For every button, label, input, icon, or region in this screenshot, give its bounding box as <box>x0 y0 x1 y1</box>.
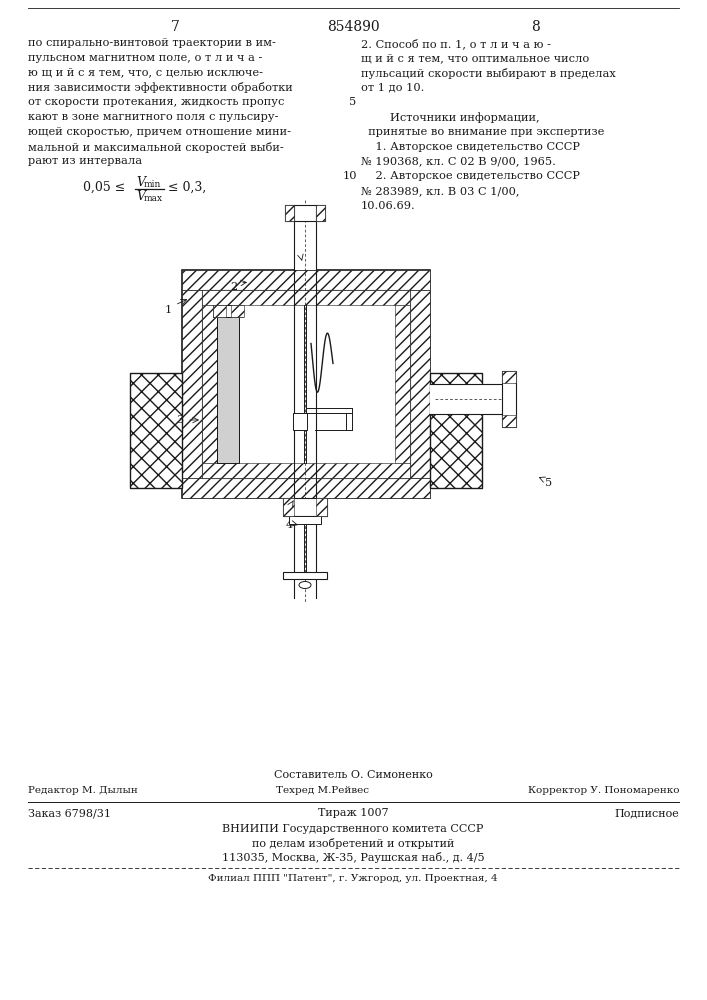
Bar <box>283 498 294 516</box>
Text: Филиал ППП "Патент", г. Ужгород, ул. Проектная, 4: Филиал ППП "Патент", г. Ужгород, ул. Про… <box>208 874 498 883</box>
Text: кают в зоне магнитного поля с пульсиру-: кают в зоне магнитного поля с пульсиру- <box>28 112 279 122</box>
Text: Корректор У. Пономаренко: Корректор У. Пономаренко <box>527 786 679 795</box>
Bar <box>213 305 243 317</box>
Text: пульсаций скорости выбирают в пределах: пульсаций скорости выбирают в пределах <box>361 68 616 79</box>
Text: 1: 1 <box>165 305 172 315</box>
Bar <box>294 221 316 270</box>
Text: 2. Авторское свидетельство СССР: 2. Авторское свидетельство СССР <box>361 171 580 181</box>
Bar <box>285 205 294 221</box>
Ellipse shape <box>299 582 311 588</box>
Bar <box>316 498 327 516</box>
Bar <box>182 478 430 498</box>
Text: 2: 2 <box>230 282 237 292</box>
Text: 1. Авторское свидетельство СССР: 1. Авторское свидетельство СССР <box>361 142 580 152</box>
Bar <box>283 572 327 579</box>
Bar <box>430 384 502 414</box>
Bar <box>202 290 410 305</box>
Bar <box>182 290 202 478</box>
Text: от скорости протекания, жидкость пропус: от скорости протекания, жидкость пропус <box>28 97 284 107</box>
Text: щ и й с я тем, что оптимальное число: щ и й с я тем, что оптимальное число <box>361 53 589 63</box>
Text: 854890: 854890 <box>327 20 380 34</box>
Bar <box>289 516 321 524</box>
Text: Подписное: Подписное <box>614 808 679 818</box>
Text: ≤ 0,3,: ≤ 0,3, <box>168 181 206 194</box>
Text: № 190368, кл. С 02 В 9/00, 1965.: № 190368, кл. С 02 В 9/00, 1965. <box>361 156 556 166</box>
Bar <box>410 290 430 478</box>
Bar <box>430 373 482 488</box>
Bar <box>202 463 410 478</box>
Bar <box>202 305 217 463</box>
Text: 0,05 ≤: 0,05 ≤ <box>83 181 125 194</box>
Text: по спирально-винтовой траектории в им-: по спирально-винтовой траектории в им- <box>28 38 276 48</box>
Text: 10: 10 <box>343 171 357 181</box>
Bar <box>130 373 182 488</box>
Bar <box>283 498 327 516</box>
Bar <box>202 290 410 478</box>
Text: V: V <box>136 190 145 203</box>
Bar <box>182 270 430 498</box>
Text: 2. Способ по п. 1, о т л и ч а ю -: 2. Способ по п. 1, о т л и ч а ю - <box>361 38 551 49</box>
Text: Источники информации,: Источники информации, <box>361 112 539 123</box>
Text: Техред М.Рейвес: Техред М.Рейвес <box>276 786 370 795</box>
Text: по делам изобретений и открытий: по делам изобретений и открытий <box>252 838 454 849</box>
Text: min: min <box>144 180 161 189</box>
Text: мальной и максимальной скоростей выби-: мальной и максимальной скоростей выби- <box>28 142 284 153</box>
Text: Редактор М. Дылын: Редактор М. Дылын <box>28 786 138 795</box>
Bar <box>502 371 516 427</box>
Bar <box>430 373 482 488</box>
Bar <box>502 371 516 383</box>
Bar <box>395 305 410 463</box>
Text: 5: 5 <box>545 478 552 488</box>
Bar <box>293 413 307 430</box>
Text: 10.06.69.: 10.06.69. <box>361 201 416 211</box>
Text: ющей скоростью, причем отношение мини-: ющей скоростью, причем отношение мини- <box>28 127 291 137</box>
Text: 8: 8 <box>531 20 539 34</box>
Bar <box>285 205 325 221</box>
Text: 113035, Москва, Ж-35, Раушская наб., д. 4/5: 113035, Москва, Ж-35, Раушская наб., д. … <box>222 852 484 863</box>
Text: от 1 до 10.: от 1 до 10. <box>361 82 424 92</box>
Text: пульсном магнитном поле, о т л и ч а -: пульсном магнитном поле, о т л и ч а - <box>28 53 262 63</box>
Text: 5: 5 <box>349 97 356 107</box>
Text: Составитель О. Симоненко: Составитель О. Симоненко <box>274 770 433 780</box>
Text: Тираж 1007: Тираж 1007 <box>317 808 388 818</box>
Text: Заказ 6798/31: Заказ 6798/31 <box>28 808 111 818</box>
Bar <box>502 415 516 427</box>
Text: ю щ и й с я тем, что, с целью исключе-: ю щ и й с я тем, что, с целью исключе- <box>28 68 263 78</box>
Bar <box>182 270 430 290</box>
Text: ВНИИПИ Государственного комитета СССР: ВНИИПИ Государственного комитета СССР <box>222 824 484 834</box>
Text: ния зависимости эффективности обработки: ния зависимости эффективности обработки <box>28 82 293 93</box>
Text: 6: 6 <box>296 250 303 260</box>
Text: V: V <box>136 176 145 189</box>
Bar <box>316 205 325 221</box>
Bar <box>231 305 244 317</box>
Text: № 283989, кл. В 03 С 1/00,: № 283989, кл. В 03 С 1/00, <box>361 186 520 196</box>
Text: 3: 3 <box>176 415 183 425</box>
Bar <box>130 373 182 488</box>
Text: 4: 4 <box>286 520 293 530</box>
Text: 7: 7 <box>170 20 180 34</box>
Bar <box>217 305 239 463</box>
Text: max: max <box>144 194 163 203</box>
Text: принятые во внимание при экспертизе: принятые во внимание при экспертизе <box>361 127 604 137</box>
Text: рают из интервала: рают из интервала <box>28 156 142 166</box>
Text: 7: 7 <box>286 502 293 512</box>
Bar <box>213 305 226 317</box>
